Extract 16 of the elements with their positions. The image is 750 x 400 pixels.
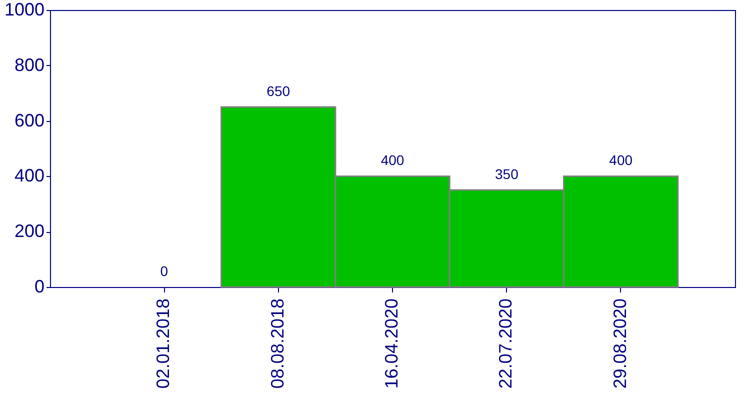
data-label: 650 — [266, 82, 290, 99]
x-tick-label: 22.07.2020 — [496, 298, 516, 389]
data-label: 0 — [160, 263, 168, 279]
x-tick-label: 08.08.2018 — [267, 298, 288, 389]
x-tick-label: 02.01.2018 — [153, 298, 174, 389]
data-label: 400 — [380, 152, 404, 168]
y-tick-label: 600 — [14, 110, 44, 130]
x-tick-label: 29.08.2020 — [610, 298, 630, 389]
y-tick-label: 800 — [14, 54, 44, 75]
y-tick-label: 1000 — [4, 0, 44, 20]
y-tick-label: 0 — [34, 276, 44, 296]
data-label: 400 — [609, 152, 633, 168]
data-label: 350 — [494, 166, 519, 182]
y-tick-label: 200 — [14, 221, 44, 242]
x-tick-label: 16.04.2020 — [382, 298, 402, 389]
y-tick-label: 400 — [14, 166, 44, 186]
